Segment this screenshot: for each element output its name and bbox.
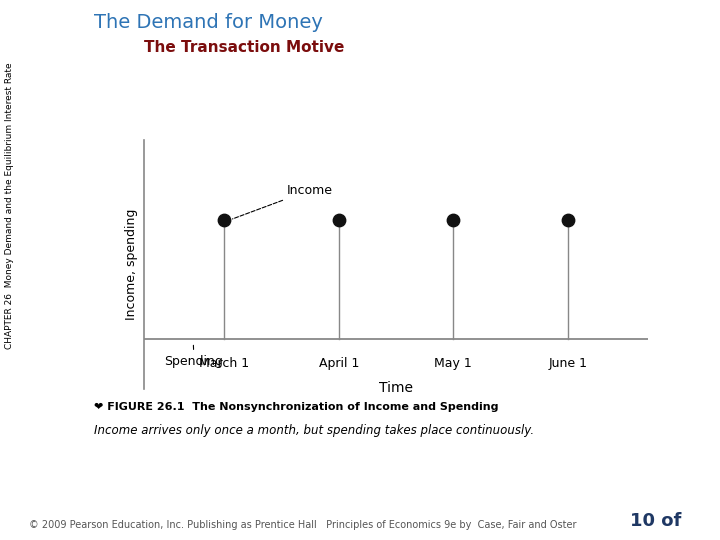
Point: [218, 215, 230, 224]
Text: The Transaction Motive: The Transaction Motive: [144, 40, 344, 56]
Text: Income arrives only once a month, but spending takes place continuously.: Income arrives only once a month, but sp…: [94, 424, 534, 437]
Text: May 1: May 1: [434, 356, 472, 369]
Text: CHAPTER 26  Money Demand and the Equilibrium Interest Rate: CHAPTER 26 Money Demand and the Equilibr…: [5, 62, 14, 348]
Text: Spending: Spending: [165, 345, 223, 368]
Text: ❤ FIGURE 26.1  The Nonsynchronization of Income and Spending: ❤ FIGURE 26.1 The Nonsynchronization of …: [94, 402, 498, 413]
Point: [333, 215, 344, 224]
Text: 10 of: 10 of: [630, 512, 681, 530]
Text: The Demand for Money: The Demand for Money: [94, 14, 323, 32]
Point: [562, 215, 574, 224]
Text: Time: Time: [379, 381, 413, 395]
Point: [448, 215, 459, 224]
Text: April 1: April 1: [318, 356, 359, 369]
Text: © 2009 Pearson Education, Inc. Publishing as Prentice Hall   Principles of Econo: © 2009 Pearson Education, Inc. Publishin…: [29, 520, 576, 530]
Text: Income: Income: [233, 184, 333, 219]
Text: June 1: June 1: [549, 356, 588, 369]
Y-axis label: Income, spending: Income, spending: [125, 209, 138, 320]
Text: March 1: March 1: [199, 356, 249, 369]
